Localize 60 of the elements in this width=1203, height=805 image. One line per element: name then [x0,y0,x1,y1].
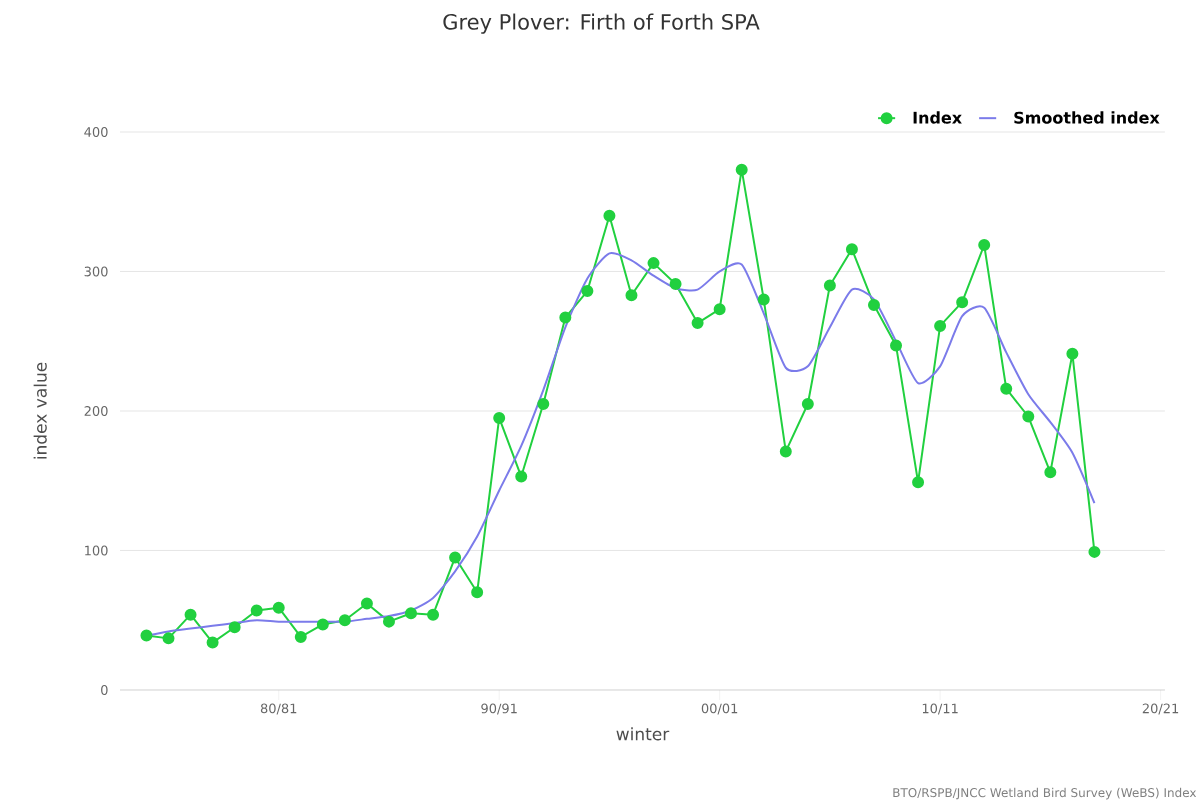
point [581,285,594,298]
y-tick-label: 200 [84,406,108,416]
point [625,289,638,302]
point [978,238,991,251]
point [691,317,704,330]
point [537,398,550,411]
point [294,630,307,643]
point [140,629,153,642]
x-tick-label: 80/81 [260,703,297,715]
y-tick-label: 400 [84,127,108,137]
point [845,243,858,256]
point [338,614,351,627]
point [382,615,395,628]
y-axis-title: index value [33,362,47,459]
point [1044,466,1057,479]
legend-label: Index [913,111,962,124]
y-tick-label: 0 [101,685,108,695]
point [669,278,682,291]
point [471,586,484,599]
point [867,298,880,311]
point [228,621,241,634]
point [449,551,462,564]
point [559,311,572,324]
point [1022,410,1035,423]
chart-title: Grey Plover: Firth of Forth SPA [443,13,760,34]
point [184,608,197,621]
point [1000,382,1013,395]
point [250,604,263,617]
text: BTO/RSPB/JNCC Wetland Bird Survey (WeBS) Index [893,787,1197,800]
y-tick-label: 300 [84,266,108,277]
point [890,339,903,352]
point [934,319,947,332]
point [162,632,175,645]
point [206,636,219,649]
x-axis-title: winter [616,727,670,741]
legend-label: Smoothed index [1014,111,1160,124]
point [1066,347,1079,360]
point [493,411,506,424]
point [405,607,418,620]
point [427,608,440,621]
point [603,209,616,222]
point [647,257,660,270]
point [713,303,726,316]
point [779,445,792,458]
point [956,296,969,309]
x-tick-label: 90/91 [481,703,517,715]
x-tick-label: 20/21 [1142,703,1179,715]
y-tick-label: 100 [85,545,108,556]
point [735,163,748,176]
point [757,293,770,306]
point [823,279,836,292]
point [912,476,925,489]
x-tick-label: 00/01 [701,703,738,715]
point [1088,545,1101,558]
point [360,597,373,610]
x-tick-label: 10/11 [922,703,958,715]
point [515,470,528,483]
point [316,618,329,631]
point [801,398,814,411]
point [272,601,285,614]
